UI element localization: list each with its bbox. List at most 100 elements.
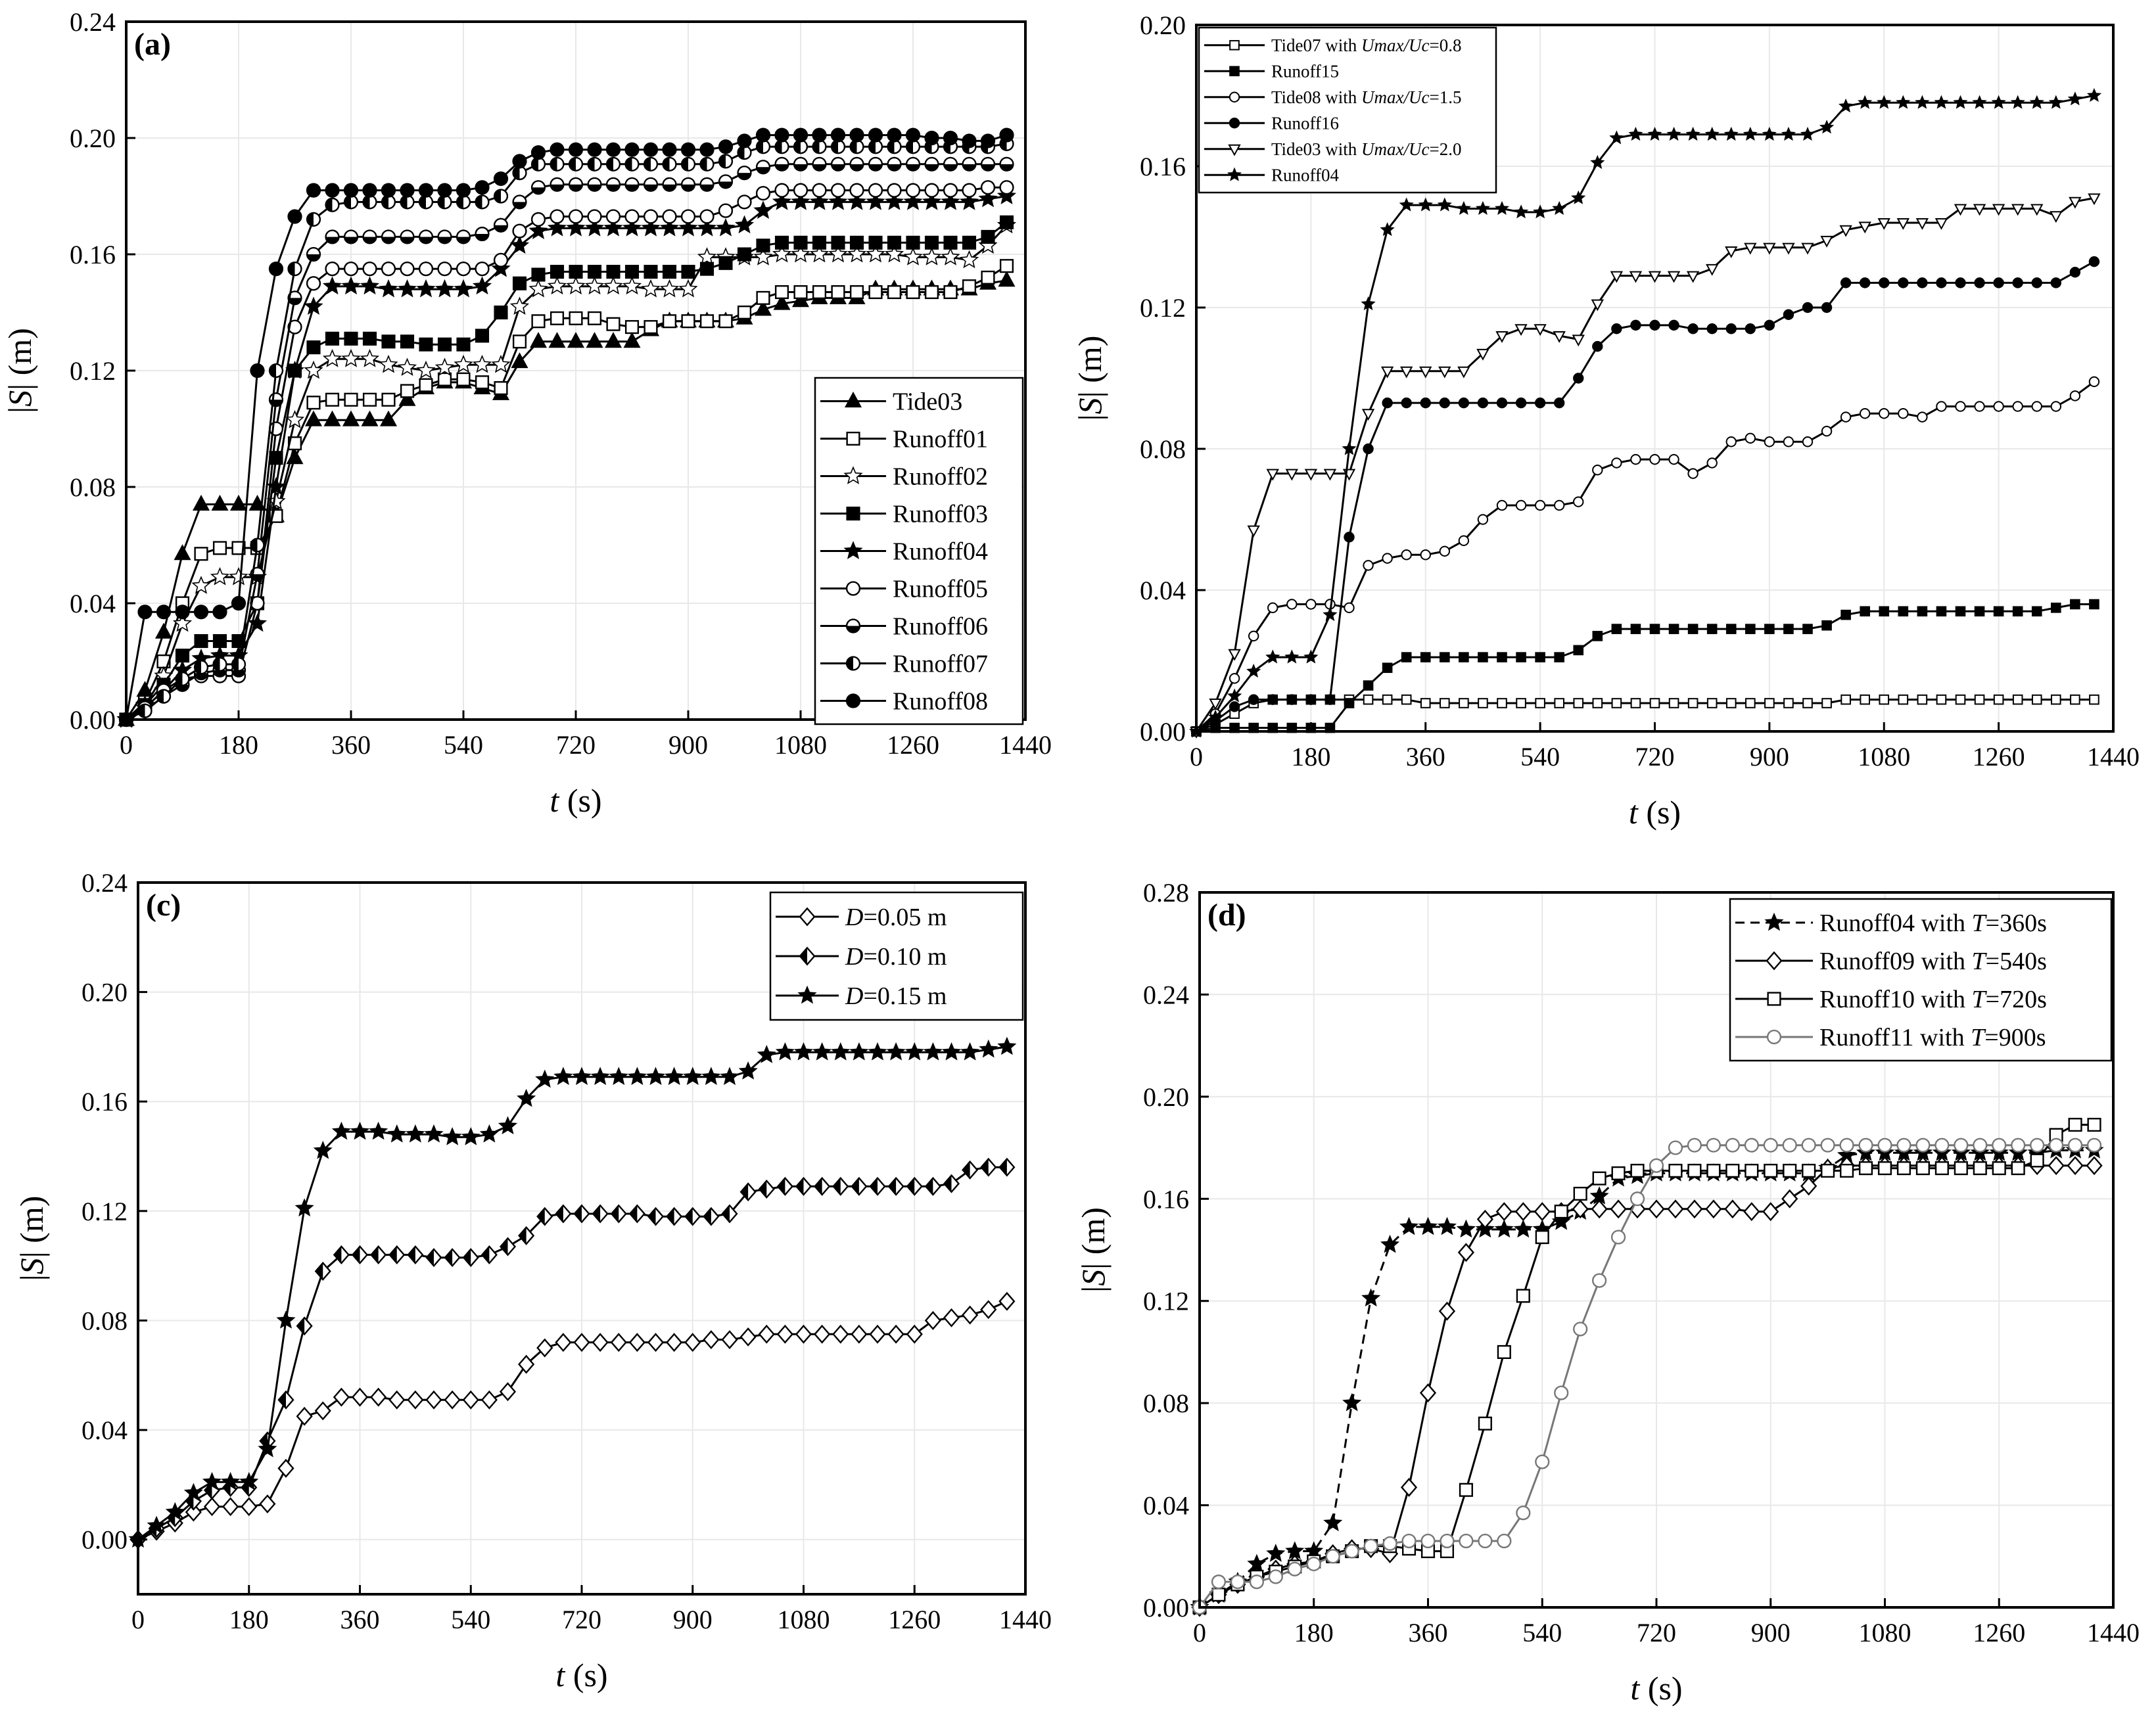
- data-point: [678, 218, 698, 237]
- data-point: [999, 259, 1014, 273]
- data-point: [1344, 698, 1355, 708]
- y-tick-label: 0.24: [82, 868, 128, 898]
- data-point: [2088, 256, 2100, 267]
- panel-letter: (d): [1207, 898, 1246, 932]
- data-point: [343, 229, 359, 244]
- series-runoff10-with-t-720s: [1192, 1118, 2101, 1615]
- data-point: [397, 279, 417, 298]
- data-point: [1630, 624, 1641, 634]
- data-point: [203, 1497, 221, 1517]
- data-point: [1400, 1477, 1418, 1497]
- x-tick-label: 540: [1522, 1618, 1562, 1647]
- data-point: [2030, 1138, 2045, 1153]
- data-point: [737, 247, 752, 262]
- data-point: [641, 218, 661, 237]
- y-tick-label: 0.28: [1143, 878, 1189, 908]
- data-point: [1917, 606, 1928, 617]
- data-point: [868, 235, 883, 250]
- data-point: [277, 1458, 294, 1478]
- panel-letter: (a): [134, 27, 171, 62]
- data-point: [592, 1333, 609, 1352]
- data-point: [699, 156, 715, 172]
- data-point: [1590, 154, 1605, 170]
- data-point: [268, 262, 284, 277]
- data-point: [1572, 1199, 1589, 1219]
- data-point: [1648, 1199, 1665, 1219]
- y-tick-label: 0.00: [70, 705, 116, 735]
- data-point: [1667, 1199, 1684, 1219]
- data-point: [1438, 366, 1451, 379]
- data-point: [1800, 126, 1816, 141]
- data-point: [1955, 401, 1966, 412]
- legend-label: Tide03: [893, 388, 962, 416]
- x-tick-label: 540: [444, 730, 483, 760]
- data-point: [1534, 1202, 1551, 1222]
- legend: Tide03 Runoff01 Runoff02 Runoff03 Runoff04 Ru…: [814, 377, 1024, 725]
- data-point: [1686, 271, 1700, 283]
- data-point: [754, 300, 772, 316]
- y-tick-label: 0.08: [1143, 1389, 1189, 1418]
- y-axis-label: |S| (m): [13, 1196, 50, 1281]
- data-point: [592, 1204, 609, 1224]
- series-tide03-with-umax-uc-2-0: [1190, 193, 2101, 739]
- data-point: [444, 1248, 461, 1268]
- data-point: [400, 334, 415, 349]
- data-point: [1266, 1544, 1286, 1562]
- data-point: [1456, 200, 1471, 216]
- legend-label: Runoff04 with T=360s: [1819, 909, 2047, 937]
- data-point: [941, 192, 960, 210]
- legend-marker: [1229, 66, 1240, 77]
- data-point: [868, 156, 883, 172]
- data-point: [325, 262, 340, 277]
- series-line: [1198, 1144, 2094, 1608]
- data-point: [1573, 373, 1584, 384]
- data-point: [381, 334, 396, 349]
- data-point: [1516, 698, 1526, 708]
- data-point: [849, 183, 864, 198]
- data-point: [737, 305, 752, 320]
- data-point: [756, 239, 770, 253]
- data-point: [1821, 425, 1833, 437]
- data-point: [1993, 401, 2004, 412]
- data-point: [1437, 1216, 1457, 1235]
- data-point: [231, 595, 246, 611]
- data-point: [529, 332, 548, 348]
- data-point: [2029, 95, 2044, 109]
- y-axis-label: |S| (m): [1, 328, 38, 413]
- legend-label: D=0.15 m: [845, 982, 947, 1010]
- data-point: [2048, 1156, 2065, 1176]
- data-point: [512, 276, 527, 290]
- data-point: [1973, 204, 1986, 216]
- data-point: [360, 349, 380, 367]
- series-line: [137, 1166, 1007, 1540]
- data-point: [1630, 453, 1641, 465]
- data-point: [703, 1207, 720, 1226]
- data-point: [610, 1333, 627, 1352]
- data-point: [1781, 1189, 1798, 1208]
- data-point: [775, 1042, 795, 1061]
- data-point: [1610, 1230, 1626, 1245]
- data-point: [1286, 694, 1298, 705]
- data-point: [323, 410, 341, 426]
- data-point: [1877, 1138, 1892, 1153]
- legend-box: [1198, 26, 1497, 194]
- data-point: [512, 154, 527, 169]
- data-point: [1573, 1186, 1587, 1201]
- data-point: [550, 142, 565, 157]
- data-point: [1267, 602, 1278, 614]
- data-point: [2030, 1153, 2044, 1168]
- data-point: [720, 1067, 739, 1086]
- data-point: [1248, 694, 1259, 705]
- data-point: [1229, 701, 1240, 712]
- data-point: [999, 215, 1014, 229]
- data-point: [795, 1324, 812, 1344]
- series-tide08-with-umax-uc-1-5: [1190, 376, 2100, 737]
- data-point: [1514, 324, 1528, 336]
- data-point: [847, 244, 867, 263]
- x-tick-label: 1440: [2087, 1618, 2140, 1647]
- data-point: [1896, 1138, 1911, 1153]
- data-point: [1513, 204, 1529, 219]
- data-point: [868, 139, 883, 154]
- data-point: [1725, 1163, 1740, 1178]
- series-d-0-05-m: [129, 1291, 1016, 1550]
